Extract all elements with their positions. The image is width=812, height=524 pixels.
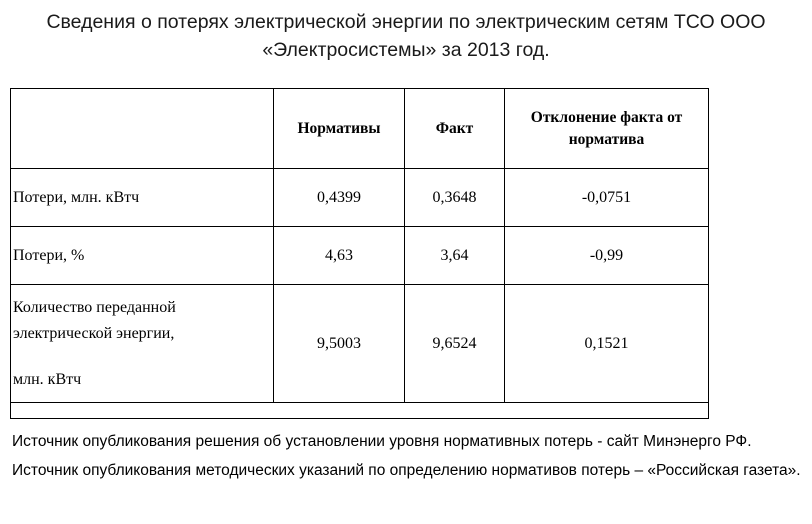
row-label-line-2: электрической энергии, bbox=[13, 324, 175, 342]
row-label: Потери, млн. кВтч bbox=[10, 168, 274, 227]
losses-table: Нормативы Факт Отклонение факта от норма… bbox=[10, 88, 709, 419]
table-header-row: Нормативы Факт Отклонение факта от норма… bbox=[10, 88, 709, 169]
header-empty-cell bbox=[10, 88, 274, 169]
fact-value: 0,3648 bbox=[404, 168, 505, 227]
row-label: Потери, % bbox=[10, 226, 274, 285]
norm-value: 0,4399 bbox=[273, 168, 405, 227]
deviation-value: -0,0751 bbox=[504, 168, 709, 227]
deviation-value: 0,1521 bbox=[504, 284, 709, 403]
header-deviation: Отклонение факта от норматива bbox=[504, 88, 709, 169]
table-empty-row bbox=[10, 402, 709, 419]
source-note-decision: Источник опубликования решения об устано… bbox=[12, 433, 752, 450]
fact-value: 9,6524 bbox=[404, 284, 505, 403]
deviation-value: -0,99 bbox=[504, 226, 709, 285]
table-row: Потери, млн. кВтч 0,4399 0,3648 -0,0751 bbox=[10, 168, 709, 227]
header-norms: Нормативы bbox=[273, 88, 405, 169]
title-line-2: «Электросистемы» за 2013 год. bbox=[262, 39, 550, 61]
table-row: Потери, % 4,63 3,64 -0,99 bbox=[10, 226, 709, 285]
row-label: Количество переданной электрической энер… bbox=[10, 284, 274, 403]
source-note-guidelines: Источник опубликования методических указ… bbox=[12, 462, 801, 479]
page-title: Сведения о потерях электрической энергии… bbox=[0, 8, 812, 64]
empty-cell bbox=[10, 402, 709, 419]
norm-value: 4,63 bbox=[273, 226, 405, 285]
row-label-line-3: млн. кВтч bbox=[13, 370, 82, 388]
table-row: Количество переданной электрической энер… bbox=[10, 284, 709, 403]
notes-section: Источник опубликования решения об устано… bbox=[12, 432, 802, 490]
title-line-1: Сведения о потерях электрической энергии… bbox=[46, 11, 766, 33]
row-label-line-1: Количество переданной bbox=[13, 298, 176, 316]
header-fact: Факт bbox=[404, 88, 505, 169]
fact-value: 3,64 bbox=[404, 226, 505, 285]
norm-value: 9,5003 bbox=[273, 284, 405, 403]
